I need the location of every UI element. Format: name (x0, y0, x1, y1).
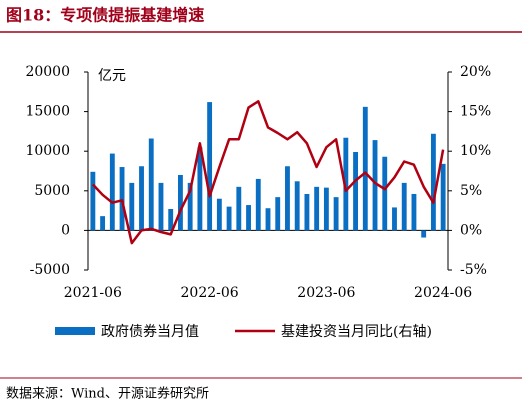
bar (168, 209, 174, 231)
legend-swatch (55, 327, 95, 335)
legend-label: 政府债券当月值 (101, 324, 199, 340)
bar (216, 198, 222, 231)
bar (255, 178, 261, 231)
bar (90, 171, 96, 231)
bar (304, 193, 310, 231)
bar (158, 182, 164, 231)
bar (119, 167, 125, 231)
y2-tick-label: -5% (460, 262, 487, 278)
bar (421, 230, 427, 238)
source: 数据来源：Wind、开源证券研究所 (6, 386, 209, 402)
bar (100, 216, 106, 231)
x-tick-label: 2024-06 (414, 285, 472, 301)
bar (314, 186, 320, 231)
bar (430, 133, 436, 231)
unit-label: 亿元 (98, 68, 126, 84)
y2-tick-label: 0% (460, 222, 482, 238)
y2-tick-label: 5% (460, 183, 482, 199)
bar (343, 137, 349, 231)
y2-tick-label: 20% (460, 64, 491, 80)
bar (178, 174, 183, 231)
bar (333, 197, 339, 231)
y-tick-label: 0 (61, 222, 70, 238)
bar (246, 205, 251, 231)
bar (372, 140, 378, 231)
line (91, 100, 445, 245)
y-tick-label: 10000 (25, 143, 70, 159)
x-tick-label: 2022-06 (181, 285, 239, 301)
bar (323, 187, 329, 231)
bar (411, 193, 417, 231)
y-tick-label: -5000 (30, 262, 70, 278)
x-tick-label: 2023-06 (297, 285, 355, 301)
bar (207, 102, 213, 231)
bar (392, 207, 397, 231)
y-tick-label: 5000 (34, 183, 70, 199)
bar (362, 106, 368, 231)
bar (353, 151, 358, 231)
bar (226, 206, 232, 231)
bar (440, 163, 446, 231)
bar (275, 197, 281, 231)
bar (236, 186, 242, 231)
bar (382, 156, 388, 231)
bar (285, 166, 290, 231)
bar (401, 182, 407, 231)
y-tick-label: 20000 (25, 64, 70, 80)
bar (148, 138, 154, 231)
bar (265, 208, 271, 231)
bar (129, 182, 135, 231)
bar (187, 182, 193, 231)
bar (109, 153, 115, 231)
bar (294, 181, 300, 231)
x-tick-label: 2021-06 (64, 285, 122, 301)
legend-label: 基建投资当月同比(右轴) (281, 323, 432, 340)
y-tick-label: 15000 (25, 104, 70, 120)
y2-tick-label: 15% (460, 104, 491, 120)
chart-title: 图18：专项债提振基建增速 (6, 6, 204, 25)
bar (139, 166, 144, 231)
bar (197, 147, 203, 231)
y2-tick-label: 10% (460, 143, 491, 159)
